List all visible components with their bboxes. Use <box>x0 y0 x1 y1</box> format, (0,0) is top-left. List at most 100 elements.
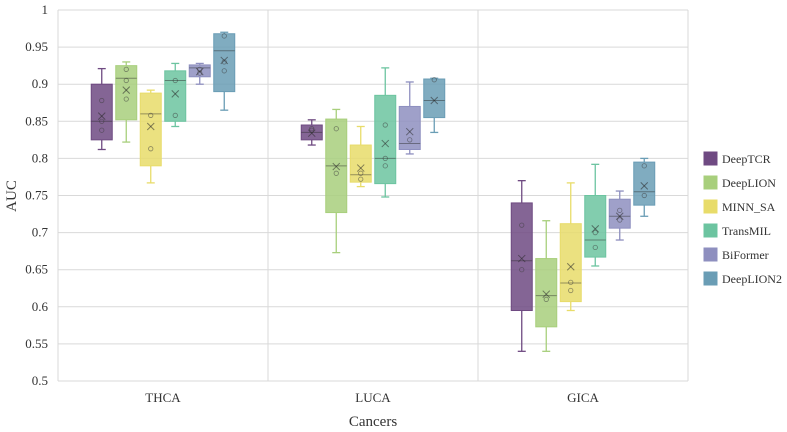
box-transmil-luca <box>374 67 397 198</box>
box-deeplion-luca <box>325 108 348 254</box>
y-tick-label: 0.6 <box>32 299 49 314</box>
data-point <box>617 207 623 213</box>
data-point <box>519 267 525 273</box>
box-deeptcr-gica <box>510 180 533 352</box>
box-iqr <box>90 83 113 141</box>
mean-marker <box>542 290 551 299</box>
box-deeptcr-luca <box>300 119 323 146</box>
legend-swatch <box>703 151 718 166</box>
data-point <box>382 155 388 161</box>
legend-swatch <box>703 223 718 238</box>
data-point <box>641 192 647 199</box>
box-iqr <box>398 105 421 150</box>
legend-label: BiFormer <box>722 248 769 262</box>
data-point <box>148 146 154 152</box>
y-tick-label: 0.7 <box>32 225 49 240</box>
box-series <box>90 31 656 352</box>
data-point <box>333 170 339 176</box>
box-iqr <box>325 118 348 214</box>
data-point <box>333 126 339 132</box>
mean-marker <box>517 254 526 263</box>
legend-swatch <box>703 271 718 286</box>
data-point <box>221 59 227 65</box>
data-point <box>592 230 598 236</box>
mean-marker <box>591 225 600 233</box>
box-iqr <box>349 144 372 183</box>
legend-label: DeepLION <box>722 176 776 190</box>
mean-marker <box>171 89 180 98</box>
mean-marker <box>146 122 155 131</box>
box-iqr <box>510 202 533 312</box>
mean-marker <box>405 127 414 136</box>
box-iqr <box>584 195 607 258</box>
x-tick-label: GICA <box>567 390 599 405</box>
box-deeplion-gica <box>535 220 558 352</box>
y-tick-label: 0.75 <box>25 188 48 203</box>
data-point <box>99 97 105 104</box>
y-tick-label: 1 <box>42 2 49 17</box>
mean-marker <box>356 164 365 172</box>
legend-swatch <box>703 175 718 190</box>
box-transmil-gica <box>584 163 607 267</box>
data-point <box>543 296 549 302</box>
mean-marker <box>332 162 341 171</box>
legend: DeepTCR DeepLION MINN_SA TransMIL BiFormer De… <box>703 151 782 286</box>
box-iqr <box>559 223 582 303</box>
data-point <box>431 77 437 83</box>
data-point <box>519 222 525 228</box>
data-point <box>382 122 388 128</box>
legend-label: MINN_SA <box>722 200 776 214</box>
data-point <box>592 244 598 251</box>
legend-label: TransMIL <box>722 224 771 238</box>
mean-marker <box>566 262 575 271</box>
mean-marker <box>97 112 106 120</box>
box-biformer-luca <box>398 81 421 155</box>
box-transmil-thca <box>164 62 187 128</box>
data-point <box>407 137 413 143</box>
box-iqr <box>213 33 236 93</box>
legend-swatch <box>703 247 718 262</box>
x-axis-label: Cancers <box>349 414 397 430</box>
box-biformer-gica <box>608 190 631 241</box>
data-point <box>221 68 227 74</box>
data-point <box>641 163 647 169</box>
box-deeptcr-thca <box>90 67 113 151</box>
box-deeplion2-gica <box>633 157 656 217</box>
y-tick-label: 0.9 <box>32 76 48 91</box>
box-deeplion2-thca <box>213 31 236 111</box>
box-iqr <box>535 258 558 328</box>
data-point <box>148 112 154 118</box>
data-point <box>568 287 574 294</box>
data-point <box>617 217 623 223</box>
y-tick-label: 0.65 <box>25 262 48 277</box>
data-point <box>197 66 203 72</box>
box-iqr <box>633 161 656 206</box>
x-tick-labels: THCA LUCA GICA <box>145 390 599 405</box>
data-point <box>197 70 203 76</box>
box-biformer-thca <box>188 62 211 85</box>
mean-marker <box>430 96 439 105</box>
mean-marker <box>615 212 624 221</box>
x-tick-label: THCA <box>145 390 181 405</box>
mean-marker <box>122 86 131 94</box>
legend-label: DeepTCR <box>722 152 771 166</box>
box-minn-sa-thca <box>139 89 162 184</box>
x-tick-label: LUCA <box>355 390 391 405</box>
data-point <box>309 126 315 132</box>
data-point <box>309 127 315 133</box>
y-axis-label: AUC <box>4 180 20 212</box>
box-deeplion-thca <box>115 61 138 143</box>
data-point <box>123 66 129 72</box>
data-point <box>568 279 574 285</box>
y-tick-labels: 0.5 0.55 0.6 0.65 0.7 0.75 0.8 0.85 0.9 0.95 1 <box>25 2 48 388</box>
data-point <box>123 77 129 84</box>
data-point <box>123 96 129 102</box>
y-tick-label: 0.85 <box>25 113 48 128</box>
data-point <box>382 163 388 169</box>
box-iqr <box>164 70 187 122</box>
data-point <box>99 127 105 133</box>
data-point <box>358 170 364 176</box>
box-iqr <box>115 65 138 121</box>
data-point <box>221 33 227 39</box>
